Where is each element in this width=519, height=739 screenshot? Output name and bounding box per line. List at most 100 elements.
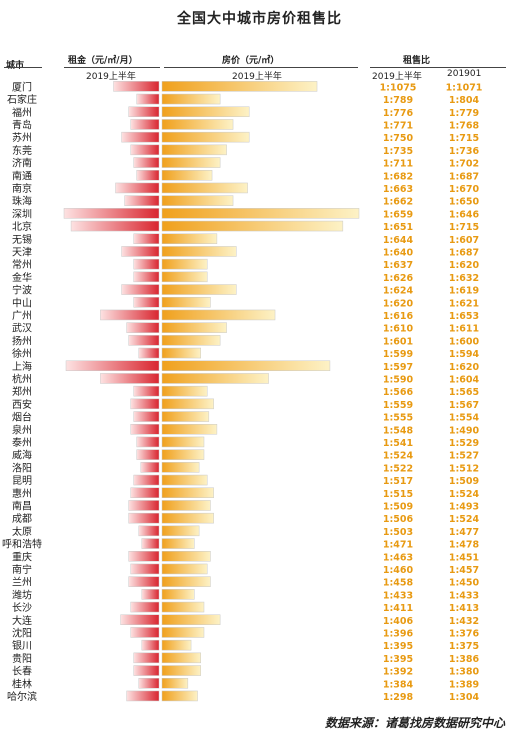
ratio-201901-label: 1:779 <box>449 108 479 119</box>
city-label: 苏州 <box>12 131 32 144</box>
rent-bar <box>133 411 160 422</box>
rent-bar <box>130 601 160 613</box>
city-label: 武汉 <box>12 322 32 335</box>
ratio-2019h1-label: 1:471 <box>383 540 413 551</box>
price-bar <box>161 500 211 511</box>
rent-bar <box>133 258 160 270</box>
ratio-201901-label: 1:433 <box>449 590 479 601</box>
price-bar <box>161 652 202 664</box>
ratio-201901-label: 1:620 <box>449 260 480 271</box>
city-label: 广州 <box>12 310 32 322</box>
ratio-201901-label: 1:715 <box>449 222 479 233</box>
ratio-2019h1-label: 1:395 <box>383 641 413 652</box>
ratio-2019h1-label: 1:601 <box>383 336 413 347</box>
ratio-201901-label: 1:478 <box>449 540 480 551</box>
ratio-201901-label: 1:621 <box>449 298 479 309</box>
ratio-201901-label: 1:527 <box>449 451 479 462</box>
city-label: 南通 <box>12 169 32 182</box>
price-bar <box>161 487 214 498</box>
city-label: 上海 <box>12 360 32 373</box>
city-label: 太原 <box>12 525 32 538</box>
rent-period-label: 2019上半年 <box>86 72 136 82</box>
city-label: 威海 <box>12 449 32 462</box>
city-label: 南宁 <box>12 563 32 576</box>
price-bar <box>161 360 331 371</box>
ratio-201901-label: 1:736 <box>449 146 480 157</box>
chart-title: 全国大中城市房价租售比 <box>177 11 342 27</box>
price-bar <box>161 144 227 156</box>
rent-bar <box>133 385 160 397</box>
ratio-201901-label: 1:386 <box>449 654 480 665</box>
city-label: 宁波 <box>12 284 32 297</box>
ratio-201901-label: 1:380 <box>449 667 480 678</box>
ratio-201901-label: 1:375 <box>449 641 479 652</box>
price-bar <box>161 385 208 397</box>
city-label: 杭州 <box>12 372 32 385</box>
city-label: 大连 <box>12 614 32 627</box>
city-label: 金华 <box>12 271 32 284</box>
ratio-201901-label: 1:1071 <box>446 82 483 93</box>
price-header-rule <box>164 67 358 68</box>
price-bar <box>161 284 237 295</box>
price-bar <box>161 665 202 676</box>
ratio-2019h1-label: 1:659 <box>383 209 413 220</box>
rent-bar <box>141 589 160 600</box>
city-label: 深圳 <box>12 208 32 220</box>
ratio-period-1-label: 2019上半年 <box>372 72 422 82</box>
rent-bar <box>126 690 160 702</box>
city-label: 桂林 <box>12 677 32 690</box>
ratio-201901-label: 1:524 <box>449 514 480 525</box>
ratio-2019h1-label: 1:524 <box>383 451 414 462</box>
rent-bar <box>130 424 160 435</box>
city-label: 成都 <box>12 513 32 525</box>
ratio-201901-label: 1:413 <box>449 603 479 614</box>
price-bar <box>161 271 208 283</box>
ratio-201901-label: 1:450 <box>449 578 480 589</box>
rent-bar <box>136 93 160 105</box>
city-label: 北京 <box>12 220 32 233</box>
ratio-2019h1-label: 1:559 <box>383 400 413 411</box>
ratio-201901-label: 1:457 <box>449 565 479 576</box>
ratio-2019h1-label: 1:515 <box>383 489 413 500</box>
price-period-label: 2019上半年 <box>232 72 282 82</box>
city-header-rule <box>4 67 42 68</box>
ratio-2019h1-label: 1:406 <box>383 616 414 627</box>
price-bar <box>161 373 269 384</box>
rent-bar <box>138 525 160 537</box>
rent-bar <box>138 347 160 359</box>
rent-bar <box>63 208 160 219</box>
price-bar <box>161 614 221 625</box>
ratio-201901-label: 1:594 <box>449 349 480 360</box>
ratio-201901-label: 1:567 <box>449 400 479 411</box>
rent-header-rule <box>64 67 160 68</box>
rent-bar <box>138 678 160 689</box>
rent-bar <box>128 335 160 346</box>
city-label: 珠海 <box>12 195 32 208</box>
city-label: 沈阳 <box>12 626 32 639</box>
rent-bar <box>124 195 160 206</box>
city-label: 常州 <box>12 258 32 271</box>
rent-bar <box>121 284 160 295</box>
city-label: 洛阳 <box>12 461 32 474</box>
ratio-2019h1-label: 1:626 <box>383 273 414 284</box>
data-source-note: 数据来源：诸葛找房数据研究中心 <box>324 716 505 730</box>
price-column-header: 房价（元/㎡） <box>222 56 280 66</box>
ratio-2019h1-label: 1:651 <box>383 222 413 233</box>
price-bar <box>161 538 195 549</box>
price-bar <box>161 322 227 333</box>
ratio-2019h1-label: 1:640 <box>383 247 414 258</box>
price-bar <box>161 208 360 219</box>
ratio-2019h1-label: 1:503 <box>383 527 413 538</box>
city-label: 银川 <box>12 639 32 652</box>
price-bar <box>161 258 208 270</box>
price-bar <box>161 220 344 232</box>
ratio-column-header: 租售比 <box>403 56 431 66</box>
rent-bar <box>136 170 160 181</box>
ratio-2019h1-label: 1:433 <box>383 590 413 601</box>
city-label: 惠州 <box>12 487 32 500</box>
price-bar <box>161 233 218 244</box>
city-label: 南京 <box>12 182 32 195</box>
price-bar <box>161 195 234 206</box>
price-bar <box>161 411 210 422</box>
ratio-201901-label: 1:646 <box>449 209 480 220</box>
